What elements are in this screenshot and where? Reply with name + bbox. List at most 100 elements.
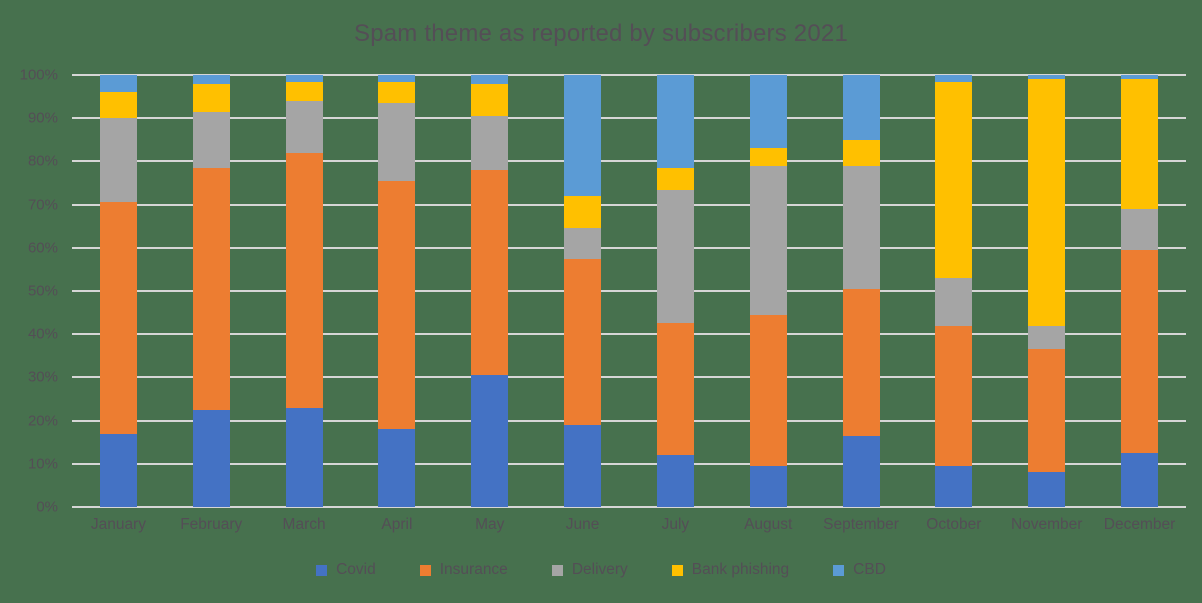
bar-slot-april	[350, 75, 443, 507]
bar-october	[935, 75, 973, 507]
x-tick-label-january: January	[90, 516, 146, 533]
bar-september	[842, 75, 880, 507]
bar-july	[656, 75, 694, 507]
bar-august	[749, 75, 787, 507]
bar-segment-cbd-june	[564, 75, 602, 196]
legend-swatch-icon	[316, 564, 328, 576]
bar-segment-insurance-january	[99, 202, 137, 434]
bar-segment-cbd-august	[749, 75, 787, 149]
bar-segment-cbd-may	[471, 75, 509, 84]
bar-april	[378, 75, 416, 507]
bar-slot-january	[72, 75, 165, 507]
legend-label: Covid	[336, 561, 376, 578]
bar-segment-bank-phishing-may	[471, 83, 509, 117]
y-tick-label-60: 60%	[27, 239, 58, 257]
bar-segment-covid-august	[749, 465, 787, 507]
bar-segment-insurance-april	[378, 180, 416, 430]
bar-segment-cbd-october	[935, 75, 973, 82]
x-tick-label-october: October	[926, 516, 982, 533]
plot-area	[72, 74, 1186, 508]
x-tick-label-august: August	[744, 516, 793, 533]
gridline-90	[72, 117, 1186, 120]
y-tick-label-50: 50%	[27, 282, 58, 300]
x-tick-label-july: July	[661, 516, 690, 533]
bar-segment-cbd-november	[1028, 75, 1066, 80]
gridline-40	[72, 333, 1186, 336]
bar-segment-insurance-may	[471, 170, 509, 376]
bar-segment-insurance-november	[1028, 349, 1066, 473]
legend-label: Insurance	[439, 561, 508, 578]
legend-swatch-icon	[419, 564, 431, 576]
gridline-80	[72, 160, 1186, 163]
bar-segment-bank-phishing-september	[842, 139, 880, 166]
bar-segment-bank-phishing-march	[285, 81, 323, 101]
bar-slot-september	[815, 75, 908, 507]
gridline-70	[72, 203, 1186, 206]
legend-swatch-icon	[671, 564, 683, 576]
bar-segment-cbd-march	[285, 75, 323, 82]
gridline-60	[72, 246, 1186, 249]
bar-slot-december	[1093, 75, 1186, 507]
gridline-10	[72, 462, 1186, 465]
bar-segment-delivery-october	[935, 278, 973, 326]
legend-item-bank-phishing: Bank phishing	[671, 561, 789, 579]
legend-label: CBD	[853, 561, 886, 578]
bar-june	[564, 75, 602, 507]
bar-segment-bank-phishing-december	[1121, 79, 1159, 209]
x-tick-label-february: February	[180, 516, 243, 533]
bars	[72, 75, 1186, 507]
bar-segment-cbd-july	[656, 75, 694, 168]
y-tick-label-90: 90%	[27, 109, 58, 127]
y-tick-label-80: 80%	[27, 152, 58, 170]
bar-segment-bank-phishing-january	[99, 92, 137, 119]
y-axis-labels: 0% 10% 20% 30% 40% 50% 60% 70% 80% 90% 100%	[0, 67, 62, 516]
bar-segment-covid-january	[99, 433, 137, 507]
x-tick-label-march: March	[282, 516, 326, 533]
bar-slot-august	[722, 75, 815, 507]
bar-segment-cbd-april	[378, 75, 416, 82]
bar-segment-insurance-october	[935, 325, 973, 466]
bar-segment-cbd-september	[842, 75, 880, 140]
gridline-100	[72, 74, 1186, 76]
bar-january	[99, 75, 137, 507]
bar-segment-insurance-june	[564, 258, 602, 425]
bar-segment-cbd-february	[192, 75, 230, 84]
bar-segment-insurance-september	[842, 288, 880, 436]
bar-segment-covid-december	[1121, 453, 1159, 507]
bar-february	[192, 75, 230, 507]
y-tick-label-0: 0%	[36, 498, 58, 516]
legend-item-delivery: Delivery	[551, 561, 628, 579]
bar-december	[1121, 75, 1159, 507]
bar-segment-covid-march	[285, 407, 323, 507]
bar-segment-cbd-december	[1121, 75, 1159, 80]
bar-segment-delivery-april	[378, 103, 416, 181]
bar-segment-covid-september	[842, 435, 880, 507]
bar-march	[285, 75, 323, 507]
bar-slot-november	[1000, 75, 1093, 507]
y-tick-label-30: 30%	[27, 368, 58, 386]
bar-slot-february	[165, 75, 258, 507]
bar-segment-bank-phishing-november	[1028, 79, 1066, 326]
bar-segment-bank-phishing-june	[564, 195, 602, 229]
bar-slot-june	[536, 75, 629, 507]
bar-segment-covid-october	[935, 465, 973, 507]
y-tick-label-70: 70%	[27, 196, 58, 214]
x-tick-label-september: September	[823, 516, 899, 533]
bar-segment-bank-phishing-october	[935, 81, 973, 279]
y-tick-label-10: 10%	[27, 455, 58, 473]
y-tick-label-40: 40%	[27, 325, 58, 343]
x-tick-label-december: December	[1103, 516, 1176, 533]
legend-item-cbd: CBD	[833, 561, 886, 579]
bar-segment-insurance-july	[656, 323, 694, 456]
y-tick-label-20: 20%	[27, 412, 58, 430]
gridline-30	[72, 376, 1186, 379]
x-axis-labels: January February March April May June July Augu…	[72, 516, 1186, 534]
bar-segment-insurance-february	[192, 167, 230, 410]
y-tick-label-100: 100%	[19, 66, 58, 84]
bar-segment-bank-phishing-april	[378, 81, 416, 104]
x-tick-label-april: April	[381, 516, 413, 533]
chart-title: Spam theme as reported by subscribers 20…	[354, 20, 848, 47]
legend-swatch-icon	[551, 564, 563, 576]
bar-segment-delivery-june	[564, 228, 602, 259]
